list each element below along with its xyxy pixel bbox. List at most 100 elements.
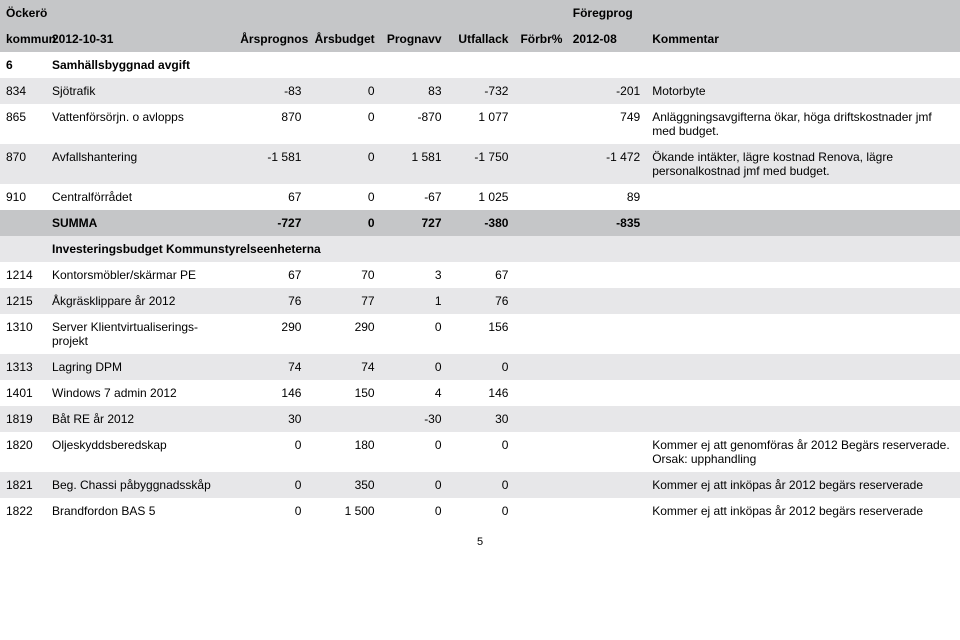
summa-blank: [0, 210, 46, 236]
cell-budget: 0: [307, 144, 380, 184]
cell-prognavv: 1: [381, 288, 448, 314]
hdr-1a: [46, 0, 234, 26]
cell-code: 834: [0, 78, 46, 104]
cell-prognavv: 4: [381, 380, 448, 406]
summa-budget: 0: [307, 210, 380, 236]
cell-forbr: [514, 184, 566, 210]
cell-name: Åkgräsklippare år 2012: [46, 288, 234, 314]
cell-budget: 350: [307, 472, 380, 498]
cell-utfallack: 0: [448, 472, 515, 498]
hdr-6b: Förbr%: [514, 26, 566, 52]
cell-code: 1313: [0, 354, 46, 380]
cell-prognos: -1 581: [234, 144, 307, 184]
invest-title-row: Investeringsbudget Kommunstyrelseenheter…: [0, 236, 960, 262]
cell-kommentar: Kommer ej att inköpas år 2012 begärs res…: [646, 472, 960, 498]
cell-code: 1819: [0, 406, 46, 432]
hdr-1b: 2012-10-31: [46, 26, 234, 52]
cell-utfallack: 0: [448, 432, 515, 472]
cell-name: Vattenförsörjn. o avlopps: [46, 104, 234, 144]
cell-utfallack: 156: [448, 314, 515, 354]
cell-kommentar: [646, 288, 960, 314]
cell-forbr: [514, 314, 566, 354]
cell-prognavv: 3: [381, 262, 448, 288]
cell-prognos: 67: [234, 262, 307, 288]
cell-code: 1215: [0, 288, 46, 314]
table-row: 1214Kontorsmöbler/skärmar PE6770367: [0, 262, 960, 288]
summa-utfallack: -380: [448, 210, 515, 236]
cell-prognos: 30: [234, 406, 307, 432]
hdr-6a: [514, 0, 566, 26]
cell-kommentar: Kommer ej att genomföras år 2012 Begärs …: [646, 432, 960, 472]
cell-prognavv: 83: [381, 78, 448, 104]
cell-utfallack: 0: [448, 498, 515, 524]
cell-foregprog: [567, 432, 646, 472]
cell-code: 1820: [0, 432, 46, 472]
cell-forbr: [514, 472, 566, 498]
cell-foregprog: -201: [567, 78, 646, 104]
hdr-5a: [448, 0, 515, 26]
cell-forbr: [514, 78, 566, 104]
cell-kommentar: Motorbyte: [646, 78, 960, 104]
cell-utfallack: 76: [448, 288, 515, 314]
hdr-2a: [234, 0, 307, 26]
hdr-0a: Öckerö: [0, 0, 46, 26]
report-table: Öckerö Föregprog kommun 2012-10-31 Årspr…: [0, 0, 960, 524]
cell-foregprog: [567, 472, 646, 498]
cell-prognos: 290: [234, 314, 307, 354]
cell-prognavv: 0: [381, 432, 448, 472]
cell-name: Windows 7 admin 2012: [46, 380, 234, 406]
cell-forbr: [514, 288, 566, 314]
summa-prognavv: 727: [381, 210, 448, 236]
cell-name: Båt RE år 2012: [46, 406, 234, 432]
cell-kommentar: Anläggningsavgifterna ökar, höga driftsk…: [646, 104, 960, 144]
summa-kommentar: [646, 210, 960, 236]
cell-utfallack: -732: [448, 78, 515, 104]
summa-forbr: [514, 210, 566, 236]
summa-foregprog: -835: [567, 210, 646, 236]
cell-budget: 290: [307, 314, 380, 354]
table-row: 1821Beg. Chassi påbyggnadsskåp035000Komm…: [0, 472, 960, 498]
cell-budget: 77: [307, 288, 380, 314]
table-row: 1215Åkgräsklippare år 20127677176: [0, 288, 960, 314]
hdr-7b: 2012-08: [567, 26, 646, 52]
table-body: 6Samhällsbyggnad avgift834Sjötrafik-8308…: [0, 52, 960, 524]
hdr-8b: Kommentar: [646, 26, 960, 52]
cell-kommentar: [646, 184, 960, 210]
cell-prognavv: 0: [381, 498, 448, 524]
cell-code: 1822: [0, 498, 46, 524]
table-row: 1819Båt RE år 201230-3030: [0, 406, 960, 432]
cell-kommentar: [646, 354, 960, 380]
cell-prognos: 74: [234, 354, 307, 380]
table-header: Öckerö Föregprog kommun 2012-10-31 Årspr…: [0, 0, 960, 52]
cell-forbr: [514, 144, 566, 184]
cell-name: Sjötrafik: [46, 78, 234, 104]
cell-kommentar: Kommer ej att inköpas år 2012 begärs res…: [646, 498, 960, 524]
table-row: 834Sjötrafik-83083-732-201Motorbyte: [0, 78, 960, 104]
hdr-5b: Utfallack: [448, 26, 515, 52]
page-number: 5: [0, 524, 960, 548]
cell-prognavv: 0: [381, 354, 448, 380]
section-code: 6: [0, 52, 46, 78]
hdr-8a: [646, 0, 960, 26]
table-row: 865Vattenförsörjn. o avlopps8700-8701 07…: [0, 104, 960, 144]
cell-name: Brandfordon BAS 5: [46, 498, 234, 524]
cell-name: Beg. Chassi påbyggnadsskåp: [46, 472, 234, 498]
cell-forbr: [514, 380, 566, 406]
hdr-7a: Föregprog: [567, 0, 646, 26]
cell-foregprog: [567, 262, 646, 288]
table-row: 870Avfallshantering-1 58101 581-1 750-1 …: [0, 144, 960, 184]
cell-prognos: 146: [234, 380, 307, 406]
cell-utfallack: 67: [448, 262, 515, 288]
cell-foregprog: 749: [567, 104, 646, 144]
cell-utfallack: 30: [448, 406, 515, 432]
cell-utfallack: 146: [448, 380, 515, 406]
cell-prognos: 0: [234, 472, 307, 498]
cell-name: Oljeskyddsberedskap: [46, 432, 234, 472]
cell-foregprog: [567, 288, 646, 314]
cell-code: 1401: [0, 380, 46, 406]
cell-prognos: 67: [234, 184, 307, 210]
cell-kommentar: [646, 406, 960, 432]
cell-utfallack: -1 750: [448, 144, 515, 184]
cell-budget: 74: [307, 354, 380, 380]
cell-prognos: 76: [234, 288, 307, 314]
